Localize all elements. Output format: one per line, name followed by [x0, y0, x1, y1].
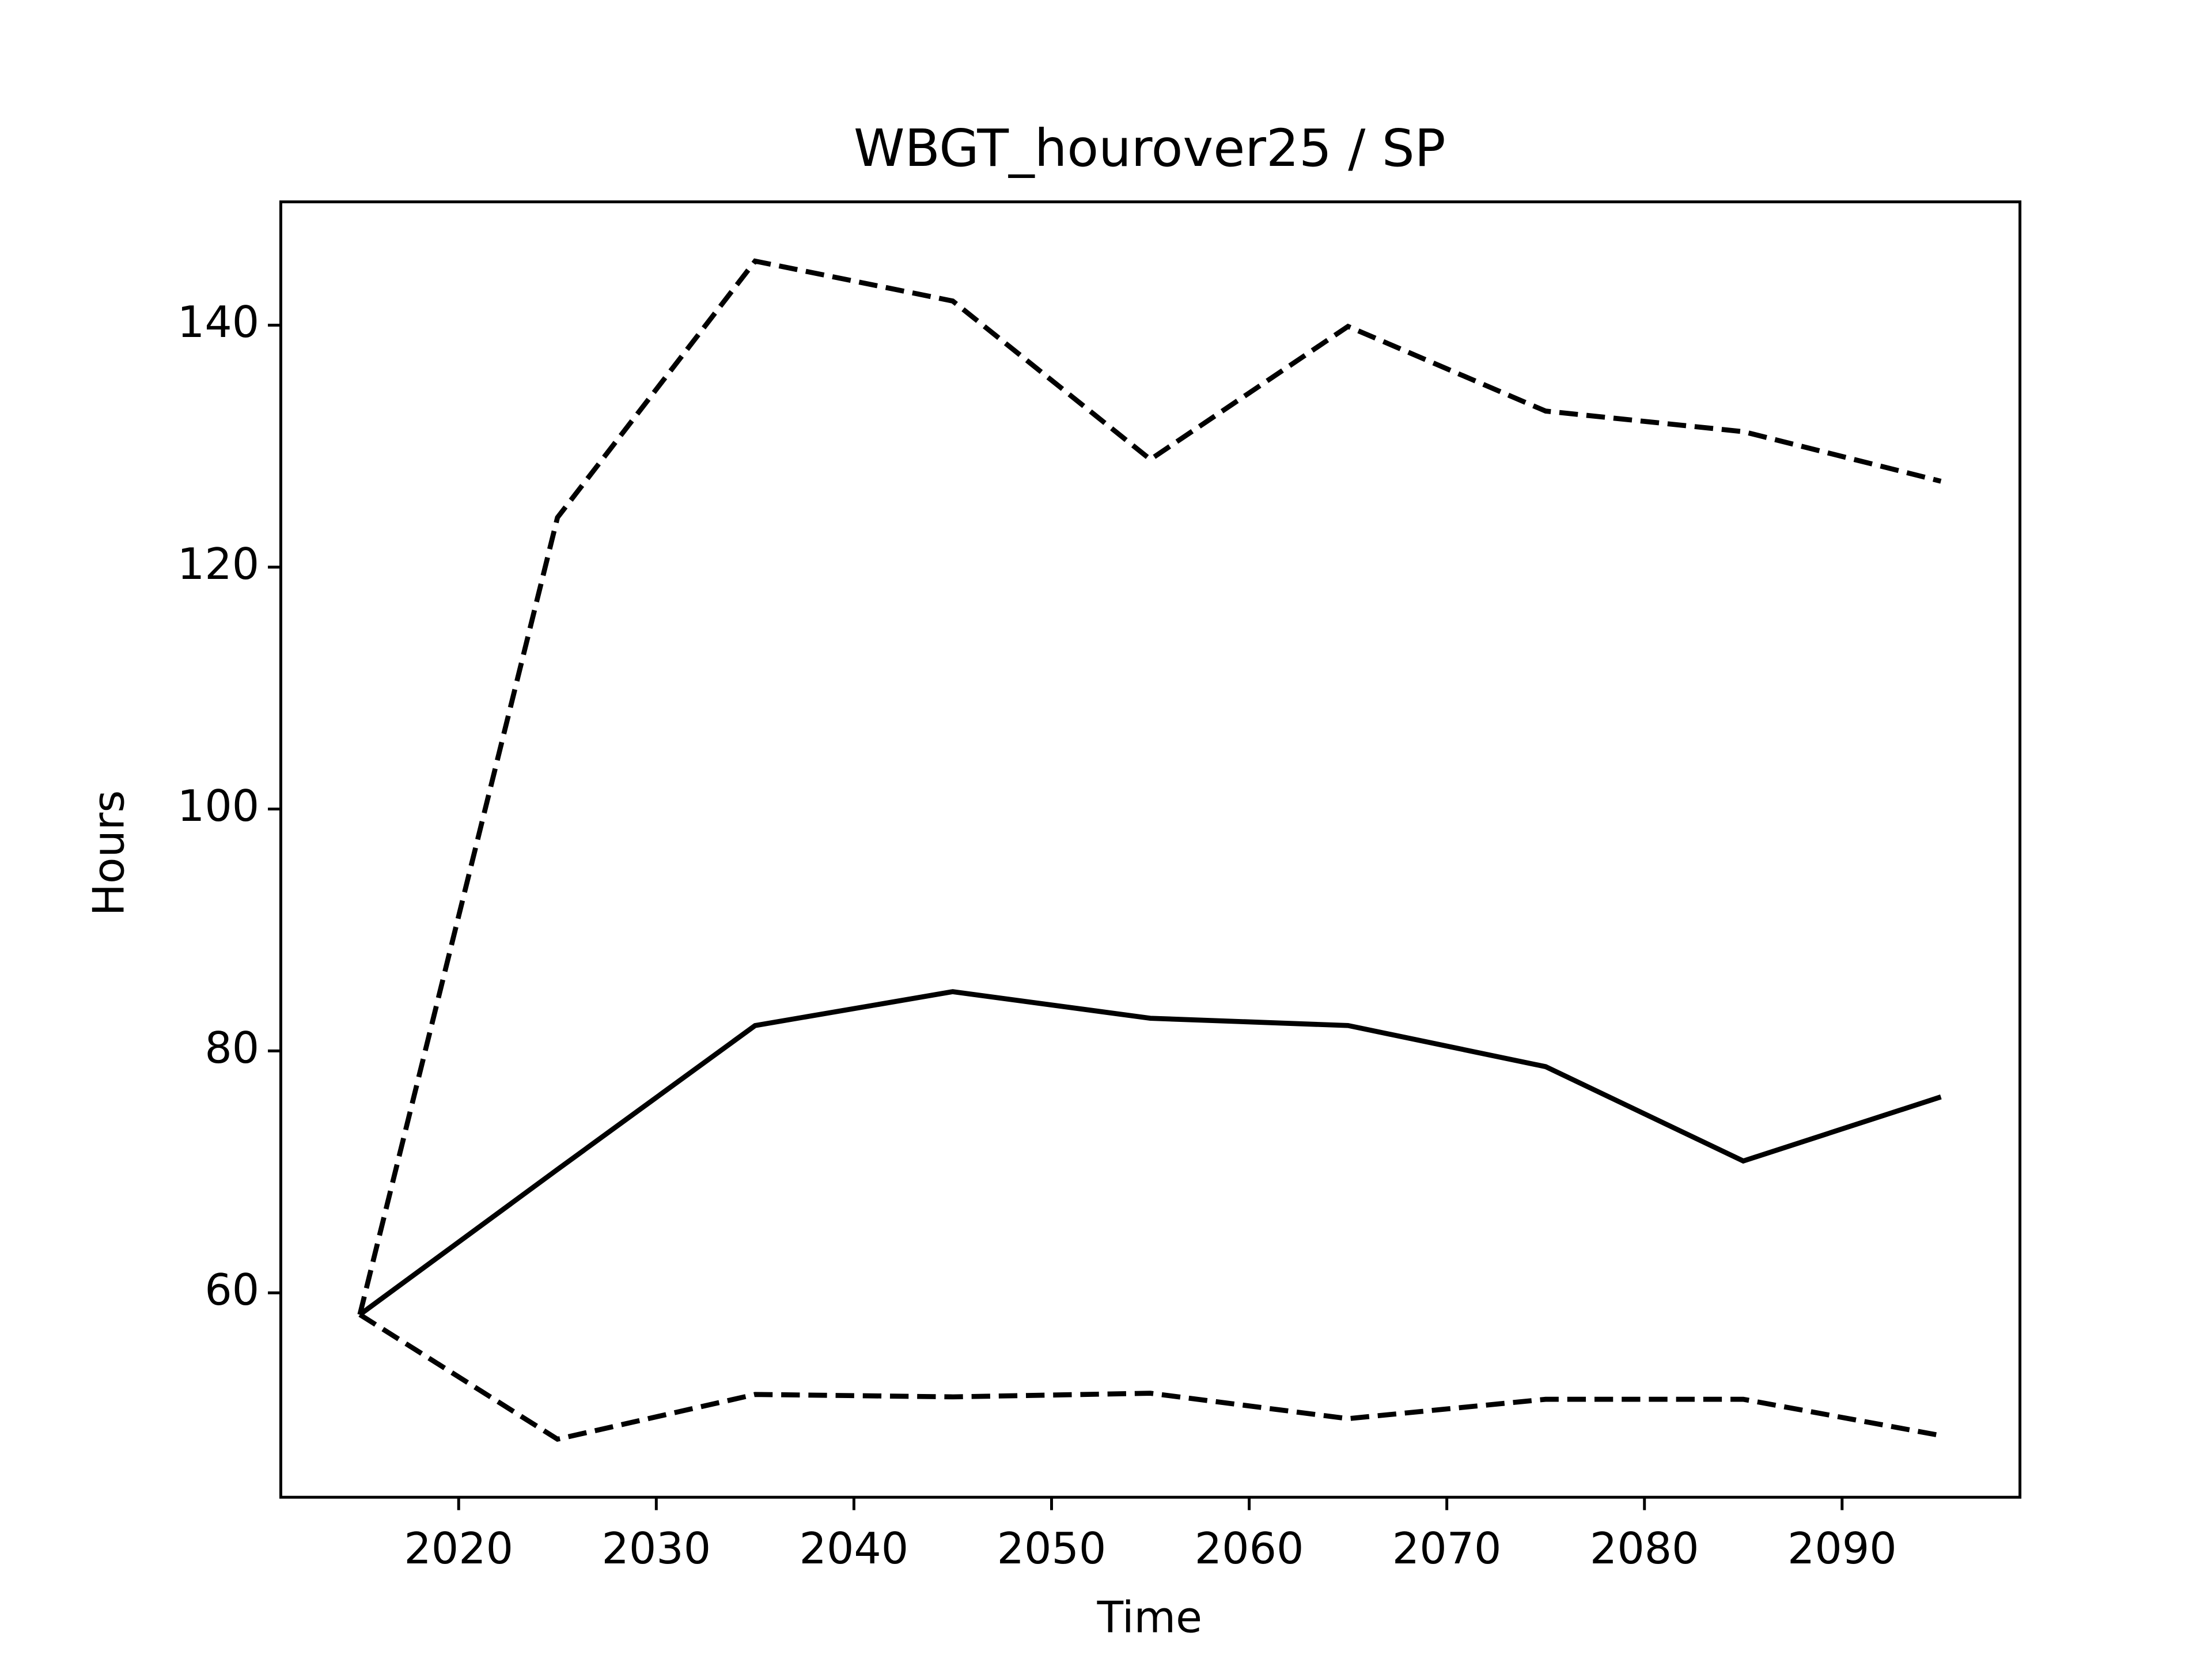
y-tick-label: 140	[177, 297, 259, 347]
plot-frame	[279, 200, 2022, 1499]
x-tick-label: 2030	[601, 1524, 711, 1574]
y-tick-label: 60	[204, 1265, 259, 1315]
chart-title: WBGT_hourover25 / SP	[854, 119, 1446, 179]
x-tick-label: 2070	[1392, 1524, 1502, 1574]
y-tick-label: 80	[204, 1023, 259, 1073]
y-axis-label: Hours	[84, 790, 134, 916]
x-tick-label: 2090	[1787, 1524, 1897, 1574]
x-axis-label: Time	[1097, 1592, 1202, 1642]
x-tick-label: 2040	[800, 1524, 909, 1574]
x-tick-label: 2050	[997, 1524, 1107, 1574]
y-tick-label: 120	[177, 539, 259, 589]
x-tick-label: 2060	[1195, 1524, 1304, 1574]
x-tick-label: 2020	[404, 1524, 513, 1574]
x-tick-label: 2080	[1590, 1524, 1699, 1574]
data-line	[358, 1312, 1942, 1442]
data-line	[358, 989, 1942, 1317]
y-tick-label: 100	[177, 781, 259, 831]
data-line	[357, 258, 1942, 1316]
